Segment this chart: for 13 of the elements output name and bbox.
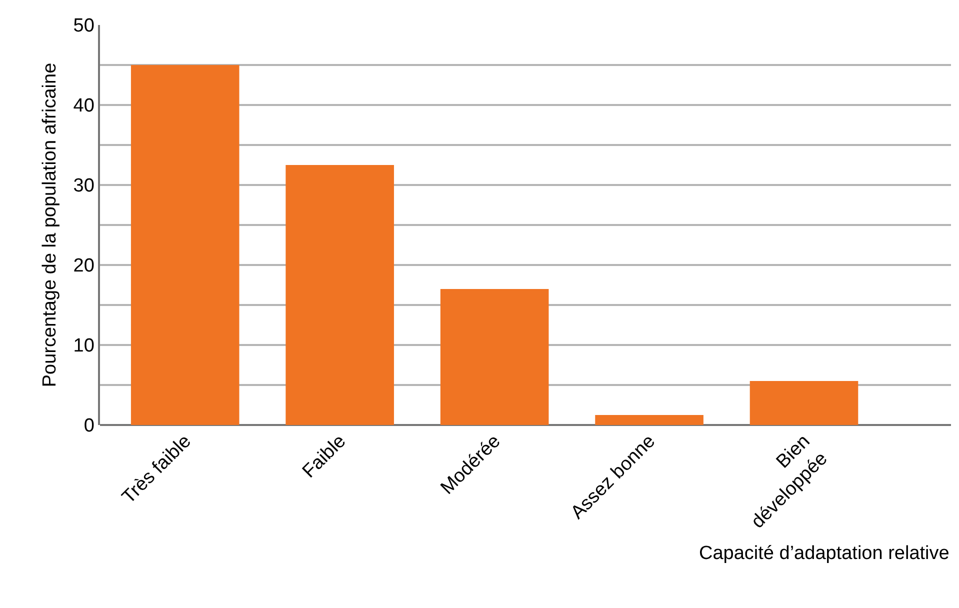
y-axis-title: Pourcentage de la population africaine	[40, 62, 61, 388]
y-tick-label: 10	[73, 336, 94, 357]
bar	[286, 165, 394, 425]
y-tick-label: 50	[73, 16, 94, 37]
bar	[440, 289, 549, 425]
bar	[750, 381, 858, 425]
y-tick-label: 40	[73, 96, 94, 117]
y-tick-label: 30	[73, 176, 94, 197]
x-axis-title: Capacité d’adaptation relative	[699, 543, 950, 564]
y-tick-label: 20	[73, 256, 94, 277]
y-tick-label: 0	[84, 416, 94, 437]
bar	[595, 415, 704, 425]
bar	[130, 65, 240, 425]
